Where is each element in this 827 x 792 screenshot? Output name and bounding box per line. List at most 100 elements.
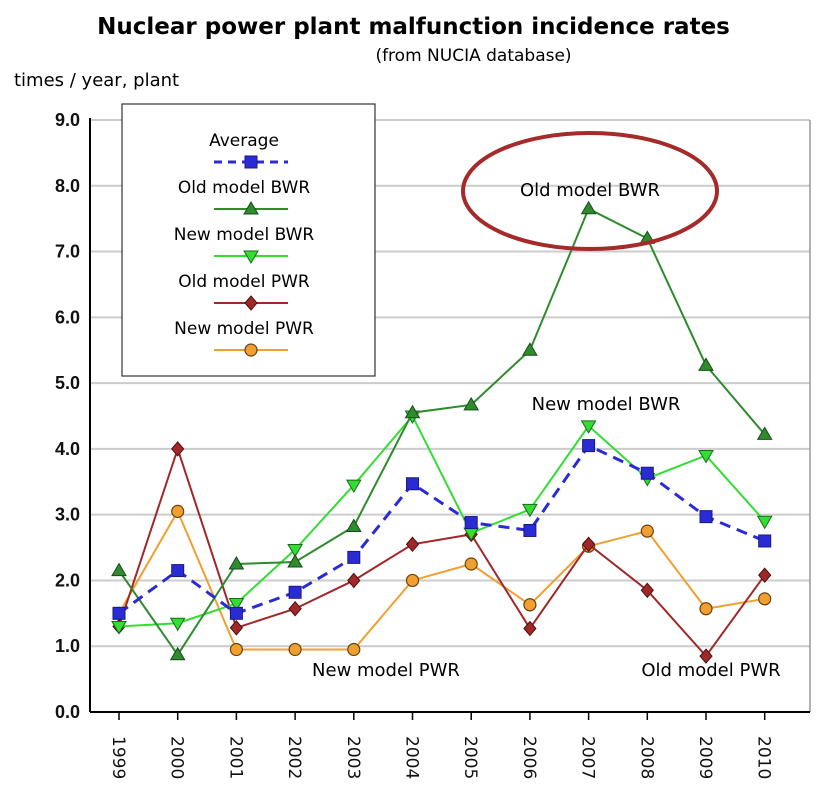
data-point [404,404,421,419]
legend-swatch-marker [243,201,259,215]
legend-label: Old model BWR [178,178,311,198]
data-point [111,620,127,635]
data-point [171,564,185,578]
data-point [405,536,420,553]
series-old-bwr [111,200,773,661]
series-old-pwr [112,441,772,664]
data-point [523,620,537,637]
data-point [347,550,361,564]
chart-title: Nuclear power plant malfunction incidenc… [97,14,730,40]
series-average [112,439,772,620]
data-point [345,518,362,533]
y-tick-label: 4.0 [55,439,80,459]
annotation-new-pwr: New model PWR [312,660,460,681]
data-point [112,606,126,620]
annotation-old-bwr: Old model BWR [520,180,660,201]
data-point [347,572,361,589]
legend-label: New model BWR [174,225,315,245]
legend-box [121,103,376,377]
data-point [758,592,772,606]
data-point [640,466,654,480]
y-tick-label: 9.0 [55,110,80,130]
data-point [288,585,302,599]
data-point [347,642,361,657]
y-tick-label: 5.0 [55,373,80,393]
legend-label: Old model PWR [178,272,310,292]
legend-swatch-marker [243,250,259,264]
x-tick-label: 2001 [225,736,245,779]
data-point [288,642,302,657]
series-line [118,445,766,658]
chart-subtitle: (from NUCIA database) [375,46,572,66]
y-axis-label: times / year, plant [14,70,180,91]
legend-swatch-marker [244,155,258,169]
data-point [111,562,127,577]
series-layer [111,200,773,664]
data-point [580,420,597,434]
legend-swatch-marker [244,343,258,357]
data-point [699,648,713,664]
data-point [640,524,654,538]
y-tick-label: 3.0 [55,505,80,525]
data-point [406,477,419,491]
data-point [229,620,244,636]
y-tick-label: 6.0 [55,307,80,327]
data-point [229,606,243,620]
data-point [405,573,420,588]
data-point [464,516,478,530]
data-point [756,515,773,530]
data-point [698,449,714,464]
data-point [464,557,478,571]
data-point [229,642,243,657]
y-tick-label: 0.0 [55,702,80,722]
annotation-old-pwr: Old model PWR [641,660,780,681]
data-point [288,600,302,617]
annotation-layer: Old model BWR New model BWR New model PW… [312,131,781,681]
y-tick-label: 7.0 [55,242,80,262]
data-point [228,556,245,570]
data-point [522,503,538,518]
data-point [345,479,362,494]
x-tick-label: 2002 [284,736,304,779]
data-point [523,598,537,612]
x-tick-label: 2009 [695,736,715,779]
x-tick-label: 2004 [402,736,422,779]
series-line [118,509,765,651]
legend-swatch-marker [244,295,258,311]
legend-label: Average [209,131,279,151]
data-point [523,523,537,537]
data-point [758,567,772,583]
data-point [463,396,480,411]
data-point [640,582,654,599]
x-tick-label: 2003 [343,736,363,779]
data-point [699,602,713,616]
x-tick-label: 2006 [519,736,539,779]
x-tick-label: 2008 [636,736,656,779]
data-point [171,504,185,518]
data-point [287,554,303,568]
data-point [169,646,186,661]
x-tick-label: 2010 [754,736,774,779]
data-point [171,441,185,457]
axis-layer: 0.0 1.0 2.0 3.0 4.0 5.0 6.0 7.0 8.0 9.0 1999 2000 20… [55,110,810,779]
old-bwr-highlight-ellipse [461,131,719,251]
data-point [582,439,596,453]
data-point [287,544,303,558]
x-tick-label: 1999 [108,736,128,779]
data-point [581,536,596,553]
data-point [698,357,714,371]
data-point [699,510,713,524]
data-point [580,200,597,215]
x-tick-label: 2000 [167,736,187,779]
legend-label: New model PWR [174,319,314,339]
x-tick-label: 2005 [460,736,480,779]
series-line [118,207,766,657]
series-line [118,443,766,616]
annotation-new-bwr: New model BWR [532,394,681,415]
data-point [756,426,773,440]
data-point [228,597,245,612]
data-point [758,534,772,548]
x-tick-label: 2007 [578,736,598,779]
y-tick-label: 2.0 [55,570,80,590]
